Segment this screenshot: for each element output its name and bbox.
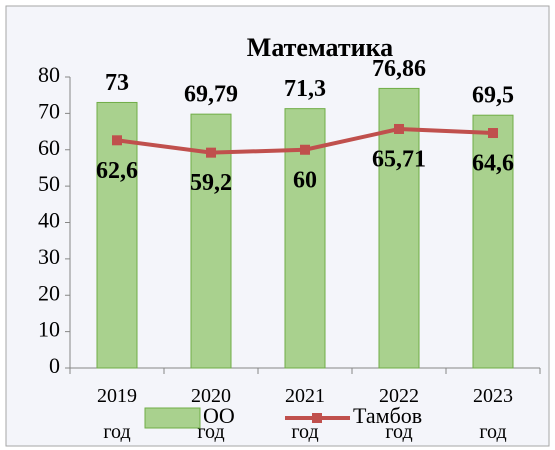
x-tick-label: 2023 год	[473, 385, 513, 443]
bar-label: 71,3	[284, 76, 326, 102]
marker	[488, 128, 498, 139]
y-tick-label: 40	[38, 208, 60, 233]
x-tick-label: 2019 год	[97, 385, 137, 443]
x-tick-label: 2022 год	[379, 385, 419, 443]
legend-label: ОО	[203, 403, 235, 428]
line-label: 60	[293, 167, 317, 193]
y-tick-label: 30	[38, 244, 60, 269]
line-label: 59,2	[190, 170, 232, 196]
y-tick-label: 50	[38, 171, 60, 196]
bar-label: 69,79	[184, 82, 238, 108]
marker	[112, 135, 122, 146]
x-tick-label: 2020 год	[191, 385, 231, 443]
bar-label: 69,5	[472, 83, 514, 109]
line-label: 64,6	[472, 151, 514, 177]
chart-title: Математика	[247, 33, 393, 62]
line-label: 62,6	[96, 158, 138, 184]
marker	[300, 144, 310, 155]
marker	[206, 147, 216, 158]
legend-swatch	[144, 407, 201, 429]
y-tick-label: 80	[38, 62, 60, 87]
y-tick-label: 10	[38, 317, 60, 342]
y-tick-label: 0	[49, 353, 60, 378]
y-tick-label: 60	[38, 135, 60, 160]
line-label: 65,71	[372, 146, 426, 172]
bar	[472, 114, 514, 369]
bar-label: 76,86	[372, 56, 426, 82]
bar-label: 73	[105, 70, 129, 96]
marker	[394, 123, 404, 134]
x-tick-label: 2021 год	[285, 385, 325, 443]
legend-label: Тамбов	[353, 403, 422, 428]
y-tick-label: 20	[38, 280, 60, 305]
bar	[96, 101, 138, 369]
bar	[378, 87, 420, 369]
y-tick-label: 70	[38, 98, 60, 123]
legend-marker	[312, 413, 322, 423]
